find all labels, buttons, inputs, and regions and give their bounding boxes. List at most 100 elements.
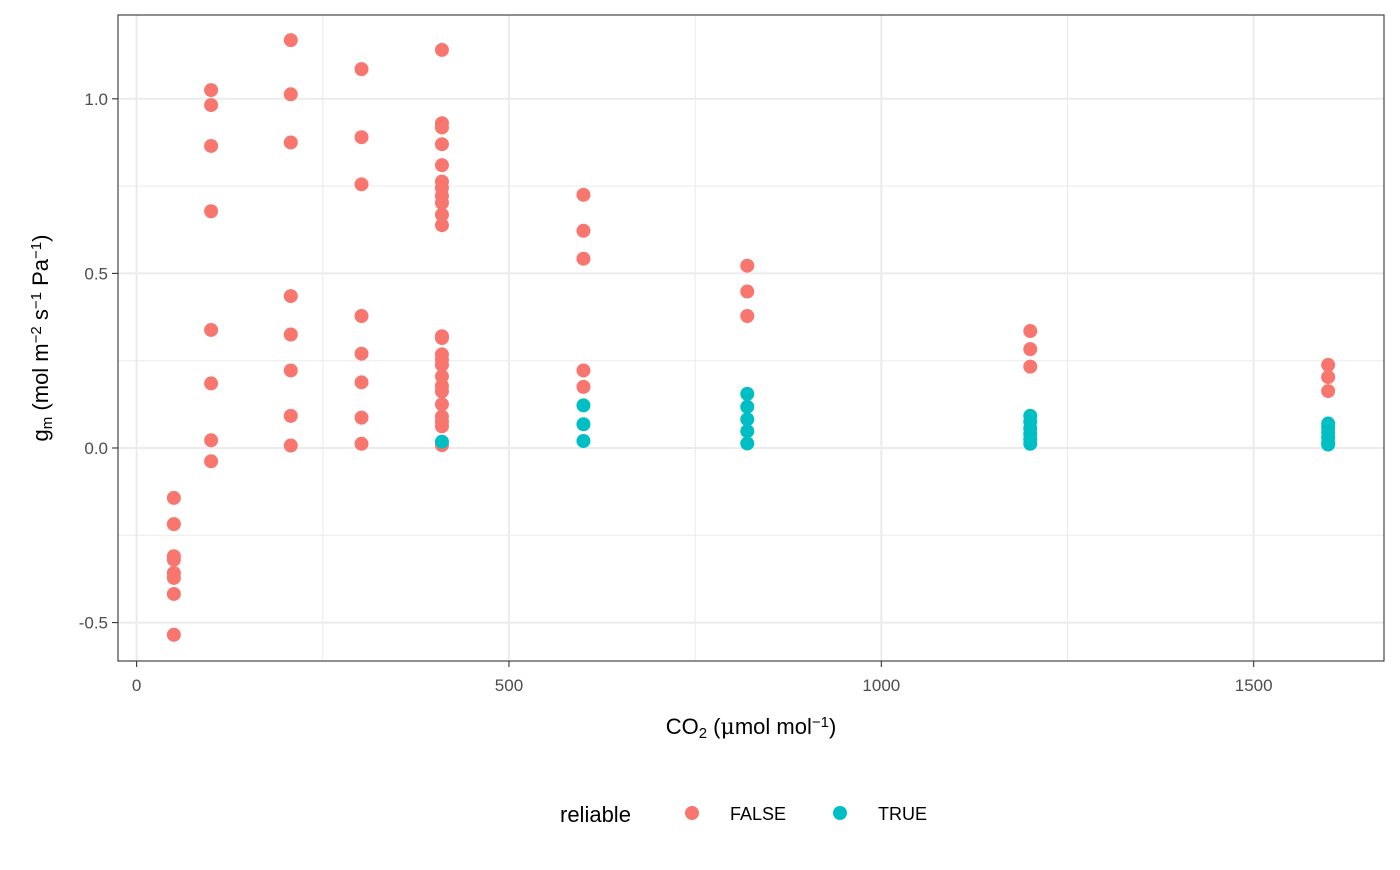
data-point — [576, 434, 591, 449]
data-point — [354, 309, 369, 324]
data-point — [204, 138, 219, 153]
data-point — [576, 223, 591, 238]
data-point — [434, 357, 449, 372]
data-point — [283, 327, 298, 342]
data-point — [1023, 342, 1038, 357]
y-axis-title-unit-3: Pa — [28, 258, 53, 292]
legend-title: reliable — [560, 802, 631, 827]
data-point — [434, 207, 449, 222]
data-point — [434, 331, 449, 345]
data-point — [354, 410, 369, 425]
y-axis-title: gm (mol m−2 s−1 Pa−1) — [28, 235, 56, 442]
data-point — [166, 627, 181, 642]
data-point — [434, 419, 449, 434]
data-point — [166, 570, 181, 585]
y-axis-title-superscript-2: −1 — [28, 292, 45, 309]
y-axis-title-superscript-1: −2 — [28, 326, 45, 343]
data-point — [1023, 359, 1038, 374]
y-axis-title-superscript-3: −1 — [28, 242, 45, 259]
data-point — [354, 62, 369, 77]
data-point — [576, 363, 591, 378]
data-point — [283, 33, 298, 48]
data-point — [740, 309, 755, 324]
data-point — [283, 408, 298, 423]
x-axis: 0 500 1000 1500 — [132, 661, 1273, 695]
data-point — [204, 83, 219, 98]
data-point — [1321, 437, 1336, 452]
y-axis: -0.5 0.0 0.5 1.0 — [79, 90, 118, 633]
data-point — [204, 433, 219, 448]
x-axis-title-subscript: 2 — [699, 725, 707, 742]
x-tick-label: 500 — [495, 676, 523, 695]
data-point — [740, 412, 755, 427]
y-axis-title-close: ) — [28, 235, 53, 242]
data-point — [576, 251, 591, 266]
x-axis-title-superscript: −1 — [812, 714, 829, 731]
data-point — [434, 218, 449, 233]
legend-key-true — [833, 806, 847, 820]
data-point — [576, 379, 591, 394]
data-point — [166, 552, 181, 567]
data-point — [166, 490, 181, 505]
x-axis-title-open: ( — [707, 714, 721, 739]
data-point — [740, 284, 755, 299]
x-tick-label: 0 — [132, 676, 141, 695]
data-point — [434, 195, 449, 210]
data-points — [166, 33, 1336, 642]
data-point — [283, 87, 298, 102]
data-point — [434, 158, 449, 173]
y-tick-label: 0.0 — [84, 439, 108, 458]
data-point — [740, 386, 755, 401]
y-tick-label: 0.5 — [84, 264, 108, 283]
data-point — [283, 363, 298, 378]
x-tick-label: 1000 — [862, 676, 900, 695]
data-point — [1321, 370, 1336, 385]
legend-key-false — [685, 806, 699, 820]
series-false — [166, 33, 1336, 642]
data-point — [434, 397, 449, 412]
series-true — [434, 386, 1336, 452]
data-point — [283, 438, 298, 453]
data-point — [204, 204, 219, 219]
y-axis-title-unit-2: s — [28, 309, 53, 326]
x-axis-title-mu: μ — [721, 715, 735, 740]
data-point — [434, 434, 449, 449]
x-axis-title: CO2 (μmol mol−1) — [666, 714, 837, 742]
data-point — [204, 322, 219, 337]
data-point — [354, 346, 369, 361]
x-axis-title-unit: mol mol — [735, 714, 812, 739]
data-point — [166, 586, 181, 601]
y-axis-title-base: g — [28, 429, 53, 441]
data-point — [354, 436, 369, 451]
data-point — [204, 376, 219, 391]
minor-gridlines — [118, 15, 1384, 661]
y-tick-label: -0.5 — [79, 614, 108, 633]
data-point — [1321, 357, 1336, 372]
x-axis-title-base: CO — [666, 714, 699, 739]
data-point — [354, 177, 369, 192]
y-axis-title-subscript: m — [39, 417, 56, 430]
y-tick-label: 1.0 — [84, 90, 108, 109]
panel-border — [117, 14, 1385, 662]
data-point — [354, 130, 369, 145]
data-point — [576, 187, 591, 202]
y-axis-title-unit-1: (mol m — [28, 343, 53, 416]
legend-label-false: FALSE — [730, 804, 786, 824]
data-point — [740, 258, 755, 273]
data-point — [1023, 436, 1038, 451]
data-point — [434, 384, 449, 399]
legend: reliable FALSE TRUE — [560, 802, 927, 827]
data-point — [434, 42, 449, 57]
major-gridlines — [118, 15, 1384, 661]
legend-label-true: TRUE — [878, 804, 927, 824]
data-point — [283, 289, 298, 304]
data-point — [283, 135, 298, 150]
data-point — [434, 120, 449, 135]
data-point — [740, 399, 755, 414]
data-point — [166, 517, 181, 532]
data-point — [204, 454, 219, 469]
data-point — [740, 436, 755, 451]
data-point — [1321, 384, 1336, 399]
panel-background — [118, 15, 1384, 661]
